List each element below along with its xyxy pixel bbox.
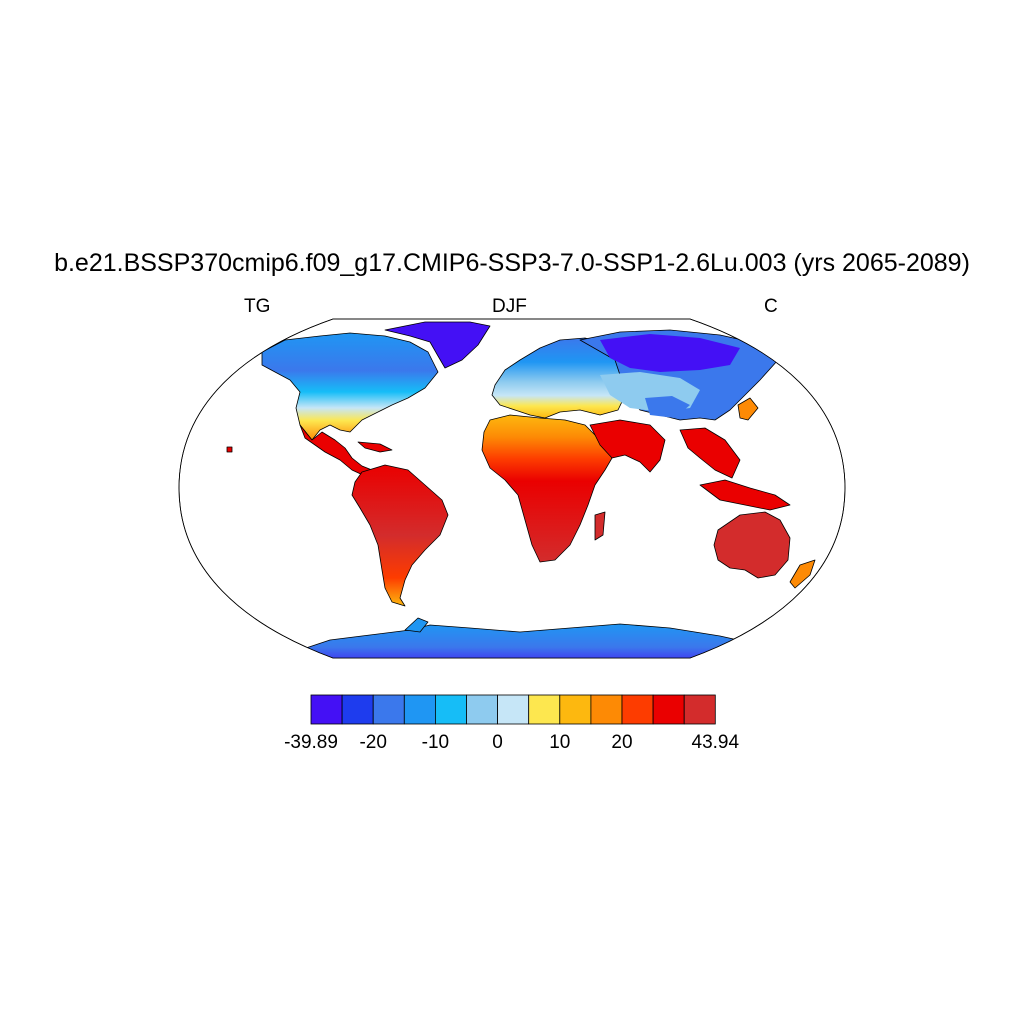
antarctica bbox=[279, 623, 761, 658]
southeast-asia bbox=[679, 427, 741, 479]
madagascar bbox=[594, 511, 606, 541]
arabia-india bbox=[589, 419, 666, 473]
colorbar-tick-label: 43.94 bbox=[691, 732, 740, 753]
colorbar-tick-label: 10 bbox=[549, 732, 571, 753]
colorbar-box bbox=[434, 694, 467, 725]
colorbar-tick-label: -20 bbox=[359, 732, 387, 753]
globe-border bbox=[178, 318, 846, 659]
hawaii bbox=[226, 446, 233, 453]
colorbar-box bbox=[372, 694, 405, 725]
south-america bbox=[351, 464, 449, 607]
colorbar-tick-label: -39.89 bbox=[284, 732, 338, 753]
colorbar-tick-label: 0 bbox=[492, 732, 503, 753]
africa bbox=[481, 414, 613, 563]
colorbar-box bbox=[559, 694, 592, 725]
variable-label: TG bbox=[244, 296, 271, 317]
new-zealand bbox=[789, 559, 816, 589]
colorbar-box bbox=[466, 694, 499, 725]
tibet-cold bbox=[645, 396, 690, 418]
colorbar-tick-label: 20 bbox=[611, 732, 633, 753]
season-label: DJF bbox=[492, 296, 527, 317]
units-label: C bbox=[764, 296, 778, 317]
plot-title: b.e21.BSSP370cmip6.f09_g17.CMIP6-SSP3-7.… bbox=[54, 249, 970, 277]
colorbar-box bbox=[621, 694, 654, 725]
colorbar-box bbox=[528, 694, 561, 725]
antarctic-peninsula bbox=[404, 617, 429, 633]
colorbar-tick-label: -10 bbox=[421, 732, 450, 753]
siberia-cold-core bbox=[600, 334, 740, 372]
europe bbox=[491, 337, 631, 419]
japan bbox=[737, 397, 759, 421]
australia bbox=[713, 511, 791, 579]
colorbar-box bbox=[341, 694, 374, 725]
colorbar-box bbox=[403, 694, 436, 725]
greenland bbox=[384, 321, 491, 369]
caribbean bbox=[357, 441, 393, 453]
north-america bbox=[261, 332, 439, 441]
colorbar-box bbox=[590, 694, 623, 725]
indonesia bbox=[699, 479, 791, 511]
colorbar-box bbox=[652, 694, 685, 725]
colorbar-box bbox=[310, 694, 343, 725]
colorbar-box bbox=[683, 694, 716, 725]
colorbar-box bbox=[497, 694, 530, 725]
